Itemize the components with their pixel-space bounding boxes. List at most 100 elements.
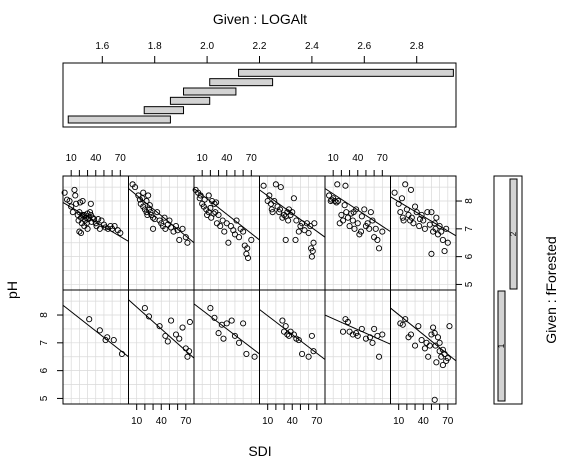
data-point <box>268 201 273 206</box>
given-top-interval-bar <box>184 88 236 95</box>
x-tick-label: 10 <box>393 416 405 427</box>
x-tick-label: 10 <box>197 153 209 164</box>
data-point <box>434 360 439 365</box>
data-point <box>72 187 77 192</box>
given-top-interval-bar <box>68 116 170 123</box>
x-tick-label: 70 <box>246 153 258 164</box>
given-right-intervals: 12 <box>497 179 518 401</box>
panel <box>391 290 457 404</box>
given-top-intervals <box>68 69 453 123</box>
y-tick-label: 7 <box>39 340 50 346</box>
data-point <box>359 214 364 219</box>
given-right-label: Given : fForested <box>543 236 559 343</box>
given-top-interval-bar <box>239 69 454 76</box>
data-point <box>244 351 249 356</box>
data-point <box>440 237 445 242</box>
y-tick-label: 8 <box>464 198 475 204</box>
panel <box>391 176 457 290</box>
panel <box>260 290 326 404</box>
given-right-level-label: 1 <box>497 343 506 348</box>
data-point <box>222 229 227 234</box>
data-point <box>343 183 348 188</box>
data-point <box>417 223 422 228</box>
x-tick-label: 70 <box>377 153 389 164</box>
given-top-tick-label: 2.0 <box>200 41 214 52</box>
x-tick-label: 10 <box>328 153 340 164</box>
y-tick-label: 7 <box>464 226 475 232</box>
x-tick-label: 40 <box>418 416 430 427</box>
given-top-tick-label: 1.6 <box>95 41 109 52</box>
given-top-interval-bar <box>210 79 273 86</box>
data-point <box>309 333 314 338</box>
panel <box>129 290 195 404</box>
scatter-panels <box>62 176 456 404</box>
given-top-tick-label: 2.6 <box>357 41 371 52</box>
given-top-tick-label: 1.8 <box>148 41 162 52</box>
data-point <box>286 218 291 223</box>
given-top-label: Given : LOGAlt <box>213 11 307 27</box>
data-point <box>392 190 397 195</box>
x-tick-label: 40 <box>221 153 233 164</box>
data-point <box>432 397 437 402</box>
data-point <box>285 332 290 337</box>
given-right-level-label: 2 <box>509 231 518 236</box>
y-tick-label: 6 <box>464 253 475 259</box>
given-right-panel: 12 Given : fForested <box>494 176 559 404</box>
x-tick-label: 40 <box>156 416 168 427</box>
data-point <box>344 210 349 215</box>
data-point <box>399 196 404 201</box>
data-point <box>368 210 373 215</box>
data-point <box>261 183 266 188</box>
panel <box>63 290 129 404</box>
data-point <box>335 182 340 187</box>
data-point <box>187 319 192 324</box>
x-tick-label: 70 <box>442 416 454 427</box>
data-point <box>186 349 191 354</box>
y-tick-label: 5 <box>464 281 475 287</box>
panel <box>193 176 259 290</box>
data-point <box>202 197 207 202</box>
panel <box>194 290 260 404</box>
data-point <box>434 215 439 220</box>
data-point <box>146 193 151 198</box>
data-point <box>350 218 355 223</box>
data-point <box>211 211 216 216</box>
data-point <box>408 187 413 192</box>
data-point <box>97 328 102 333</box>
data-point <box>163 333 168 338</box>
x-tick-label: 40 <box>287 416 299 427</box>
y-tick-label: 8 <box>39 312 50 318</box>
x-tick-label: 70 <box>115 153 127 164</box>
data-point <box>416 324 421 329</box>
data-point <box>213 210 218 215</box>
given-top-tick-label: 2.4 <box>305 41 319 52</box>
panel <box>325 176 391 290</box>
data-point <box>293 237 298 242</box>
panel <box>260 176 326 290</box>
panel <box>325 290 391 404</box>
data-point <box>229 318 234 323</box>
data-point <box>294 218 299 223</box>
data-point <box>375 237 380 242</box>
panel <box>62 176 128 290</box>
data-point <box>73 193 78 198</box>
data-point <box>312 221 317 226</box>
data-point <box>375 333 380 338</box>
panel <box>129 176 195 290</box>
given-top-interval-bar <box>144 107 183 114</box>
data-point <box>221 336 226 341</box>
x-axis-title: SDI <box>248 443 271 459</box>
given-top-axis: 1.6 1.8 2.0 2.2 2.4 2.6 2.8 <box>95 41 424 63</box>
data-point <box>376 246 381 251</box>
data-point <box>342 203 347 208</box>
given-top-panel: Given : LOGAlt 1.6 1.8 2.0 2.2 2.4 2.6 2.8 <box>63 11 456 127</box>
x-tick-label: 70 <box>180 416 192 427</box>
x-tick-label: 10 <box>262 416 274 427</box>
x-tick-label: 40 <box>90 153 102 164</box>
y-axis-title: pH <box>4 281 20 299</box>
y-tick-label: 6 <box>39 367 50 373</box>
given-top-tick-label: 2.8 <box>410 41 424 52</box>
data-point <box>88 201 93 206</box>
given-top-tick-label: 2.2 <box>253 41 267 52</box>
